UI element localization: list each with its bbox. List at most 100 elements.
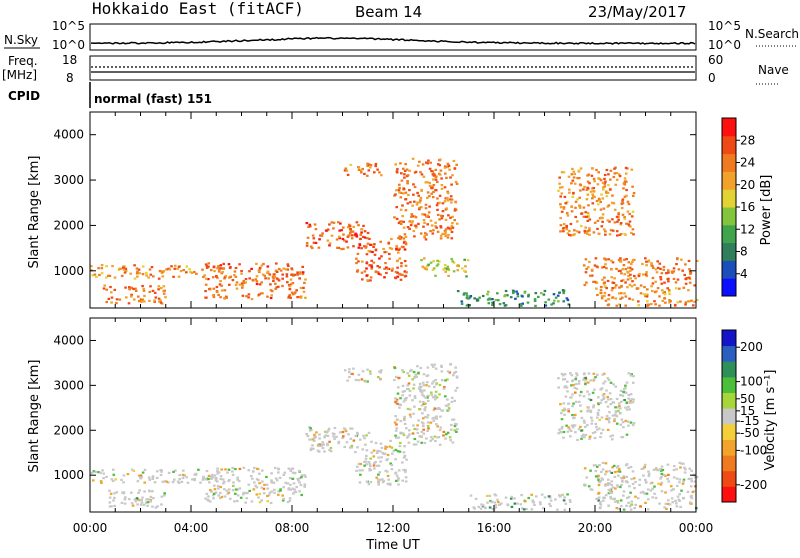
range-gate-cell <box>350 427 354 430</box>
range-gate-cell <box>624 464 628 467</box>
range-gate-cell <box>437 436 441 439</box>
range-gate-cell <box>413 405 416 408</box>
range-gate-cell <box>434 221 437 224</box>
range-gate-cell <box>674 499 677 502</box>
range-gate-cell <box>390 464 394 467</box>
range-gate-cell <box>434 383 438 386</box>
range-gate-cell <box>666 463 670 466</box>
range-gate-cell <box>309 448 313 452</box>
range-gate-cell <box>442 387 446 390</box>
range-gate-cell <box>405 168 409 171</box>
range-gate-cell <box>449 428 453 431</box>
range-gate-cell <box>298 490 301 493</box>
range-gate-cell <box>578 177 581 180</box>
range-gate-cell <box>618 402 621 405</box>
range-gate-cell <box>172 275 175 278</box>
range-gate-cell <box>625 222 628 225</box>
x-tick-label: 00:00 <box>679 521 714 535</box>
range-gate-cell <box>402 433 406 437</box>
range-gate-cell <box>422 432 426 435</box>
range-gate-cell <box>305 244 309 247</box>
range-gate-cell <box>625 408 629 411</box>
range-gate-cell <box>394 434 397 437</box>
range-gate-cell <box>433 174 437 177</box>
range-gate-cell <box>260 292 263 295</box>
range-gate-cell <box>146 501 150 504</box>
range-gate-cell <box>429 261 433 264</box>
range-gate-cell <box>666 278 670 281</box>
range-gate-cell <box>221 478 225 481</box>
range-gate-cell <box>615 304 619 307</box>
range-gate-cell <box>647 498 650 501</box>
range-gate-cell <box>560 412 563 415</box>
range-gate-cell <box>369 243 372 246</box>
range-gate-cell <box>611 287 614 290</box>
range-gate-cell <box>424 207 428 210</box>
range-gate-cell <box>135 272 139 275</box>
range-gate-cell <box>634 277 637 280</box>
range-gate-cell <box>609 178 612 181</box>
range-gate-cell <box>585 267 588 270</box>
range-gate-cell <box>277 279 281 282</box>
range-gate-cell <box>115 298 119 301</box>
range-gate-cell <box>612 281 616 285</box>
range-gate-cell <box>613 286 617 289</box>
range-gate-cell <box>554 296 558 299</box>
range-gate-cell <box>231 466 234 469</box>
range-gate-cell <box>595 168 598 172</box>
range-gate-cell <box>664 491 667 494</box>
range-gate-cell <box>260 281 263 284</box>
range-gate-cell <box>108 501 112 504</box>
range-gate-cell <box>557 189 560 192</box>
range-gate-cell <box>373 243 376 246</box>
range-gate-cell <box>293 472 297 475</box>
range-gate-cell <box>377 481 380 484</box>
range-gate-cell <box>684 468 687 471</box>
range-gate-cell <box>574 400 578 403</box>
range-gate-cell <box>271 275 275 278</box>
range-gate-cell <box>562 230 565 233</box>
range-gate-cell <box>682 496 686 500</box>
range-gate-cell <box>596 227 599 230</box>
range-gate-cell <box>654 467 658 470</box>
range-gate-cell <box>608 220 611 223</box>
range-gate-cell <box>420 430 424 433</box>
range-gate-cell <box>133 277 137 280</box>
range-gate-cell <box>402 192 405 195</box>
range-gate-cell <box>447 407 451 410</box>
range-gate-cell <box>559 203 562 206</box>
range-gate-cell <box>451 174 454 177</box>
range-gate-cell <box>613 417 616 421</box>
range-gate-cell <box>428 205 431 208</box>
range-gate-cell <box>639 292 643 295</box>
range-gate-cell <box>365 480 369 483</box>
range-gate-cell <box>377 376 380 379</box>
range-gate-cell <box>621 296 624 299</box>
range-gate-cell <box>357 246 361 249</box>
range-gate-cell <box>308 438 311 441</box>
range-gate-cell <box>403 397 407 400</box>
range-gate-cell <box>352 367 355 370</box>
range-gate-cell <box>620 418 624 421</box>
range-gate-cell <box>564 502 568 505</box>
range-gate-cell <box>365 449 369 452</box>
range-gate-cell <box>327 427 331 430</box>
range-gate-cell <box>386 474 390 477</box>
range-gate-cell <box>315 431 318 434</box>
range-gate-cell <box>350 237 354 240</box>
range-gate-cell <box>686 490 690 493</box>
range-gate-cell <box>445 207 448 210</box>
range-gate-cell <box>416 440 420 443</box>
range-gate-cell <box>419 232 423 235</box>
range-gate-cell <box>391 267 394 270</box>
range-gate-cell <box>359 438 362 441</box>
range-gate-cell <box>366 237 369 240</box>
range-gate-cell <box>514 297 517 300</box>
range-gate-cell <box>122 492 126 495</box>
range-gate-cell <box>139 477 143 480</box>
range-gate-cell <box>629 374 633 377</box>
range-gate-cell <box>593 208 597 211</box>
range-gate-cell <box>595 281 599 284</box>
